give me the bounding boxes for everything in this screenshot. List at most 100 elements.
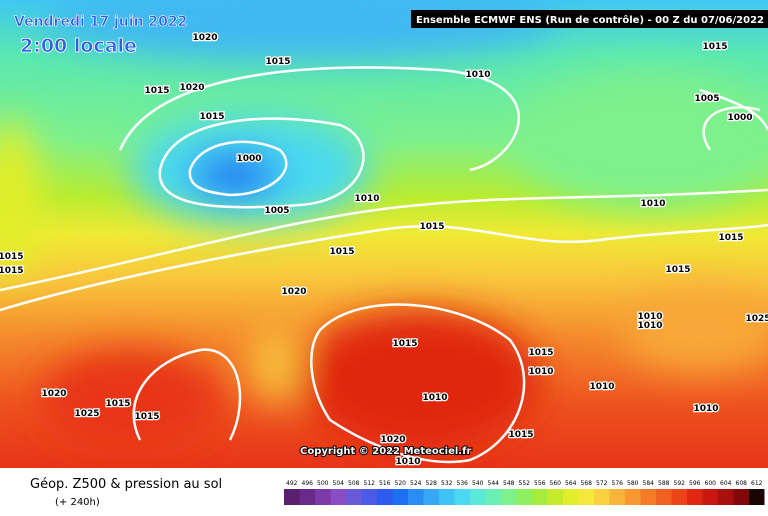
legend-label: 600 [705,480,717,487]
legend-swatch [346,489,362,505]
footer-title: Géop. Z500 & pression au sol [30,477,222,492]
isobar-label: 1005 [264,206,289,216]
legend-swatch [532,489,548,505]
isobar-label: 1015 [199,112,224,122]
isobar-label: 1010 [422,393,447,403]
legend-label: 528 [426,480,438,487]
run-title: Ensemble ECMWF ENS (Run de contrôle) - 0… [416,14,764,26]
isobar-label: 1025 [74,409,99,419]
isobar-label: 1015 [0,252,24,262]
legend-swatch [594,489,610,505]
legend-swatch [454,489,470,505]
legend-swatch [284,489,300,505]
legend-label: 608 [736,480,748,487]
isobar-labels: 1020 1015 1010 1015 1015 1020 1005 1000 1015 1000… [0,32,768,469]
legend-swatch [547,489,563,505]
legend-swatch [702,489,718,505]
isobar-label: 1020 [380,435,405,445]
isobar-label: 1015 [105,399,130,409]
isobar-label: 1000 [236,154,261,164]
isobar-label: 1015 [329,247,354,257]
legend-swatch [687,489,703,505]
legend-swatch [563,489,579,505]
legend-label: 536 [457,480,469,487]
legend-label: 604 [720,480,732,487]
isobar-label: 1015 [718,233,743,243]
isobar-label: 1020 [192,33,217,43]
isobar-label: 1010 [395,457,420,467]
time: 2:00 locale [20,35,137,57]
legend-swatch [516,489,532,505]
legend-label: 520 [395,480,407,487]
isobar-label: 1010 [637,321,662,331]
isobar-label: 1020 [41,389,66,399]
isobar-label: 1010 [528,367,553,377]
legend-label: 508 [348,480,360,487]
legend-swatch [578,489,594,505]
legend-label: 540 [472,480,484,487]
isobar-label: 1010 [637,312,662,322]
legend-label: 572 [596,480,608,487]
isobar-label: 1015 [0,266,24,276]
legend-label: 532 [441,480,453,487]
isobar-label: 1015 [419,222,444,232]
legend-swatch [315,489,331,505]
legend-label: 556 [534,480,546,487]
legend-label: 596 [689,480,701,487]
legend: 492 496 500 504 508 512 516 520 524 528 532 536 540 5… [284,480,765,505]
legend-label: 544 [488,480,500,487]
legend-swatch [671,489,687,505]
run-banner [411,10,768,28]
legend-label: 552 [519,480,531,487]
field-blobs [0,0,768,450]
legend-label: 568 [581,480,593,487]
legend-label: 512 [364,480,376,487]
legend-swatch [501,489,517,505]
legend-label: 496 [302,480,314,487]
legend-swatch [299,489,315,505]
legend-label: 560 [550,480,562,487]
legend-swatch [718,489,734,505]
isobar-label: 1000 [727,113,752,123]
legend-swatch [439,489,455,505]
isobar-label: 1015 [508,430,533,440]
isobar-label: 1010 [693,404,718,414]
isobar-label: 1015 [134,412,159,422]
legend-swatch [361,489,377,505]
legend-swatch [470,489,486,505]
isobar-label: 1015 [265,57,290,67]
legend-label: 584 [643,480,655,487]
legend-label: 576 [612,480,624,487]
legend-swatch [749,489,765,505]
legend-swatch [733,489,749,505]
legend-label: 588 [658,480,670,487]
isobar-label: 1015 [665,265,690,275]
isobar-label: 1015 [702,42,727,52]
legend-swatch [609,489,625,505]
isobar-label: 1020 [281,287,306,297]
footer-lead: (+ 240h) [55,497,100,508]
legend-label: 504 [333,480,345,487]
isobar-label: 1020 [179,83,204,93]
legend-swatch [625,489,641,505]
legend-label: 548 [503,480,515,487]
isobar-label: 1025 [745,314,768,324]
legend-label: 592 [674,480,686,487]
legend-swatch [423,489,439,505]
legend-label: 612 [751,480,763,487]
legend-label: 564 [565,480,577,487]
isobar-label: 1005 [694,94,719,104]
legend-label: 492 [286,480,298,487]
legend-swatch [656,489,672,505]
isobar-label: 1010 [354,194,379,204]
isobar-label: 1010 [465,70,490,80]
legend-swatch [377,489,393,505]
legend-label: 580 [627,480,639,487]
date: Vendredi 17 juin 2022 [14,14,187,30]
legend-swatch [640,489,656,505]
isobar-label: 1010 [589,382,614,392]
isobar-label: 1010 [640,199,665,209]
legend-swatch [392,489,408,505]
